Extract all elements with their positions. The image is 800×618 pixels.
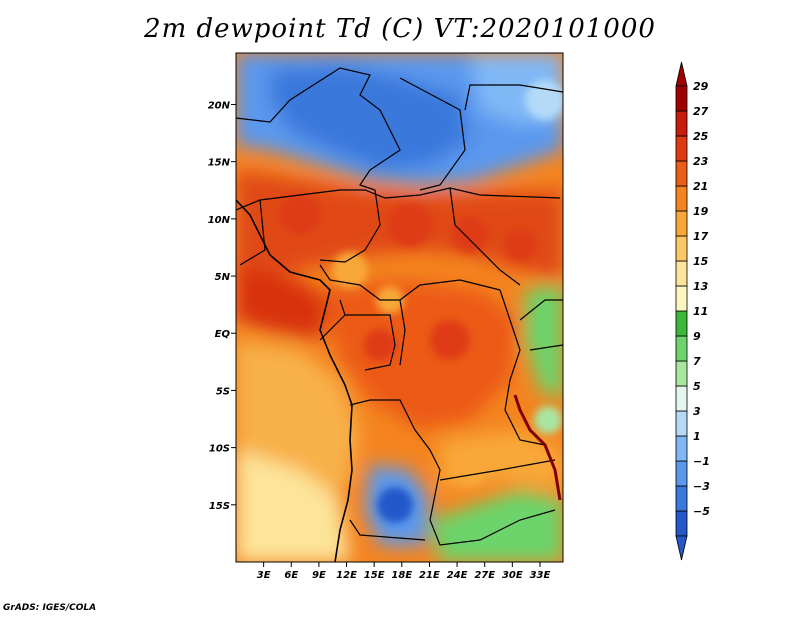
angola-plateau-region [236,450,350,562]
lat-axis: 20N 15N 10N 5N EQ 5S 10S 15S [208,100,236,512]
colorbar-label: 25 [693,130,709,143]
lon-tick-label: 15E [364,570,385,581]
colorbar-swatch [675,460,688,487]
lon-tick-label: 30E [502,570,523,581]
lat-tick-label: 5S [216,386,230,397]
lon-tick-label: 21E [419,570,440,581]
colorbar: 29 27 25 23 21 19 17 15 13 11 9 7 5 3 1 −1 −3 −5 [675,61,710,561]
lon-tick-label: 9E [312,570,326,581]
east-africa-moist-region [525,285,563,400]
colorbar-swatch [675,485,688,512]
colorbar-label: 27 [693,105,709,118]
colorbar-label: 29 [693,80,709,93]
lon-tick-label: 24E [447,570,468,581]
colorbar-label: −1 [693,455,710,468]
country-borders [236,67,563,546]
colorbar-swatch [675,310,688,337]
lon-tick-label: 33E [530,570,551,581]
lat-tick-label: 10N [208,215,231,226]
lat-tick-label: 15S [209,501,230,512]
colorbar-swatch [675,410,688,437]
colorbar-label: −3 [693,480,710,493]
colorbar-label: 21 [693,180,708,193]
lon-tick-label: 12E [336,570,357,581]
sahara-core-region [270,65,470,170]
colorbar-label: −5 [693,505,710,518]
lat-tick-label: 20N [208,100,231,111]
colorbar-swatch [675,160,688,187]
lat-tick-label: 10S [209,444,230,455]
colorbar-swatch [675,210,688,237]
lon-tick-label: 27E [474,570,495,581]
colorbar-label: 9 [693,330,701,343]
colorbar-swatch [675,435,688,462]
colorbar-swatch [675,260,688,287]
colorbar-swatch [675,110,688,137]
colorbar-min-arrow [675,535,688,561]
colorbar-label: 13 [693,280,709,293]
lon-axis: 3E 6E 9E 12E 15E 18E 21E 24E 27E 30E 33E [257,562,551,581]
lat-tick-label: EQ [215,329,231,340]
colorbar-label: 17 [693,230,709,243]
colorbar-swatch [675,235,688,262]
colorbar-swatch [675,385,688,412]
colorbar-label: 23 [693,155,709,168]
dewpoint-field [236,53,563,562]
colorbar-swatch [675,185,688,212]
lat-tick-label: 5N [215,272,231,283]
colorbar-label: 7 [693,355,701,368]
chart-title: 2m dewpoint Td (C) VT:2020101000 [144,14,656,44]
colorbar-swatch [675,360,688,387]
colorbar-label: 11 [693,305,708,318]
lon-tick-label: 6E [284,570,298,581]
lon-tick-label: 18E [391,570,412,581]
credit-label: GrADS: IGES/COLA [3,603,97,613]
colorbar-label: 1 [693,430,701,443]
colorbar-swatch [675,85,688,112]
colorbar-label: 5 [693,380,701,393]
colorbar-label: 15 [693,255,709,268]
gulf-coast-region [236,265,330,340]
colorbar-swatch [675,335,688,362]
colorbar-max-arrow [675,61,688,87]
coastline [236,199,562,562]
colorbar-label: 3 [693,405,701,418]
lat-tick-label: 15N [208,158,231,169]
colorbar-swatch [675,135,688,162]
colorbar-label: 19 [693,205,709,218]
congo-basin-region [320,280,520,430]
colorbar-swatch [675,510,688,537]
lon-tick-label: 3E [257,570,271,581]
map-frame [235,52,564,563]
colorbar-swatch [675,285,688,312]
southeast-moist-region [430,490,563,562]
